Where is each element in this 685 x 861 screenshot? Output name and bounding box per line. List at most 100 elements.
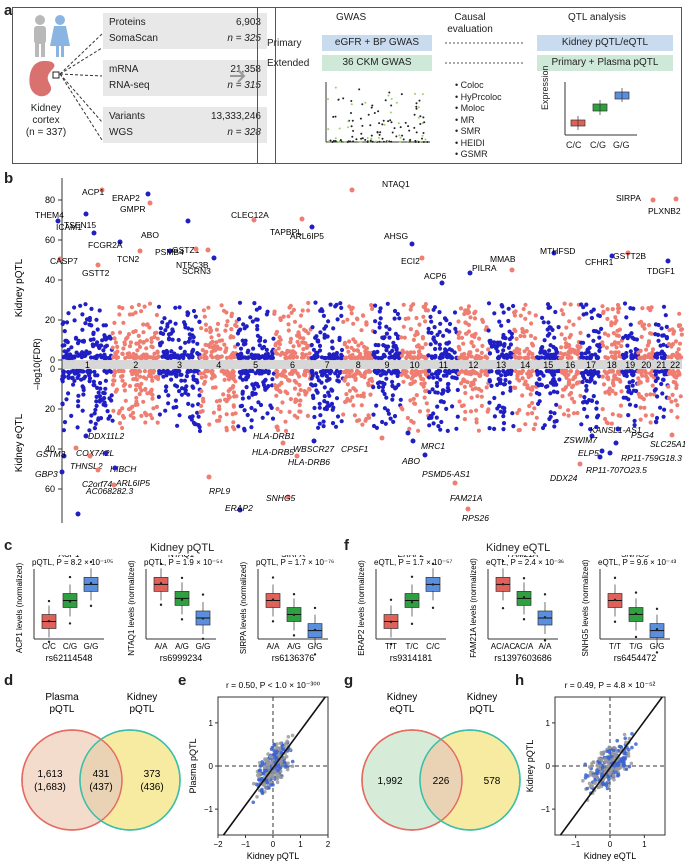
pqtl-point [224,323,229,328]
eqtl-point [138,369,143,374]
pqtl-point [408,354,413,359]
eqtl-point [513,369,518,374]
pqtl-point [612,342,617,347]
pqtl-point [634,337,640,342]
pqtl-point [350,305,355,310]
eqtl-point [195,410,200,415]
eqtl-point [650,383,655,388]
eqtl-point [174,384,180,389]
eqtl-point [434,415,439,420]
scatter-point [610,751,615,756]
eqtl-point [93,407,98,412]
mini-point [389,119,392,122]
eqtl-point [247,368,252,374]
eqtl-point [94,403,99,408]
pqtl-point [564,344,570,349]
pqtl-point [135,348,140,353]
mini-point [421,134,424,137]
eqtl-hit-label: ZSWIM7 [563,435,597,445]
pqtl-point [298,324,303,329]
eqtl-point [179,392,184,397]
scatter-point [275,780,280,785]
pqtl-point [486,347,491,352]
pqtl-hit-point [193,246,199,252]
y-tick-label: 0 [546,762,551,771]
eqtl-point [95,373,100,378]
eqtl-point [382,391,387,397]
eqtl-point [355,393,360,398]
eqtl-point [600,374,605,379]
eqtl-point [210,372,215,377]
eqtl-point [93,421,98,426]
panel-label-g: g [344,672,354,689]
eqtl-point [677,371,682,376]
eqtl-point [317,401,322,406]
y-tick-label: 0 [50,364,55,374]
pqtl-point [346,349,351,354]
eqtl-point [232,427,237,432]
eqtl-point [177,389,182,394]
pqtl-point [421,304,426,309]
pqtl-point [466,322,471,327]
mini-point [388,91,391,94]
scatter-point [262,768,267,773]
pqtl-hit-label: PLXNB2 [648,206,681,216]
eqtl-point [92,411,97,416]
pqtl-point [377,325,382,330]
chromosome-label: 12 [468,360,478,370]
eqtl-point [89,413,94,418]
boxplot-gene: FAM21A [508,555,539,559]
eqtl-point [543,384,549,389]
pqtl-point [589,309,594,314]
eqtl-point [501,427,506,432]
eqtl-hit-point [379,435,385,441]
mini-point [422,132,425,134]
pqtl-point [216,355,221,361]
pqtl-point [201,308,206,313]
pqtl-point [414,344,420,349]
eqtl-hit-label: FAM21A [450,493,483,503]
mini-point [414,92,416,95]
pqtl-hit-label: ERAP2 [112,193,140,203]
pqtl-point [401,302,406,307]
pqtl-point [605,355,611,361]
eqtl-point [263,387,268,392]
scatter-point [611,748,616,753]
genotype-label: C/C [42,642,56,651]
pqtl-point [525,346,530,351]
eqtl-hit-point [311,438,317,444]
scatter-point [274,756,279,760]
pqtl-hit-label: GMPR [120,204,146,214]
pqtl-point [155,336,160,341]
eqtl-point [384,395,389,400]
eqtl-point [362,370,367,376]
eqtl-hit-label: THNSL2 [70,461,103,471]
outlier [47,599,51,603]
pqtl-point [359,328,364,333]
eqtl-point [349,368,354,374]
y-tick-label: −1 [204,805,214,814]
variants-box: Variants 13,333,246 WGS n = 328 [103,107,267,143]
pqtl-point [616,310,621,315]
pqtl-point [190,333,195,338]
pqtl-point [315,338,321,343]
variants-platform: WGS [109,127,133,138]
mini-point [426,141,429,143]
venn-d-mid-b: (437) [89,782,112,793]
mini-point [359,117,362,120]
eqtl-point [582,399,588,404]
pqtl-point [629,331,634,336]
eqtl-point [339,419,344,424]
mini-point [350,125,353,128]
outlier [634,635,638,639]
pqtl-point [496,355,502,360]
pqtl-point [373,303,378,308]
eqtl-point [662,372,667,377]
boxplot-ylabel: SNHG5 levels (normalized) [581,559,590,656]
pqtl-hit-label: CFHR1 [585,257,614,267]
eqtl-hit-point [112,465,118,471]
pqtl-point [411,350,416,355]
pqtl-point [559,308,564,313]
pqtl-point [581,312,586,317]
pqtl-point [628,322,633,327]
